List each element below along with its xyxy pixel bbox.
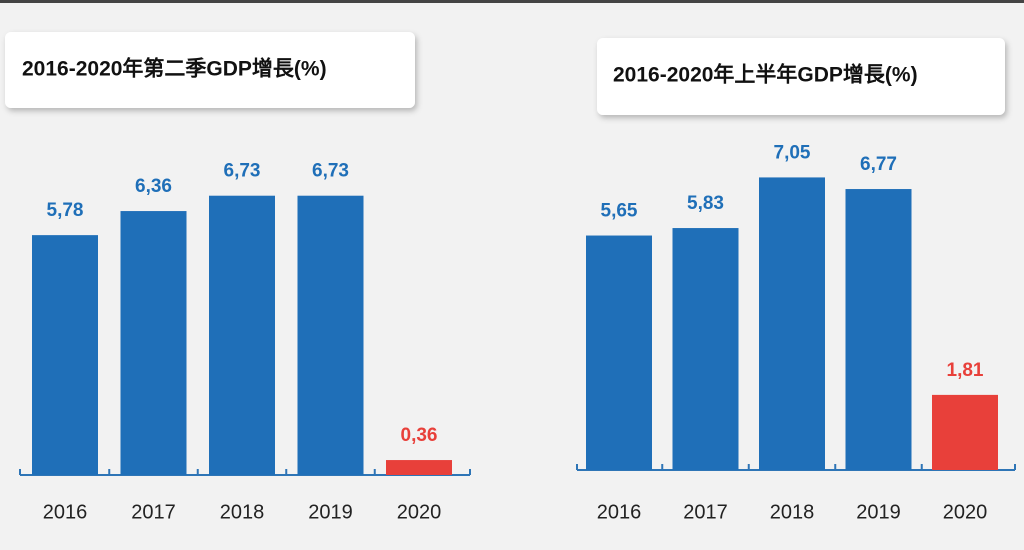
value-label: 5,65 xyxy=(601,201,638,222)
value-label: 6,73 xyxy=(312,161,349,182)
bar xyxy=(586,235,652,470)
bar xyxy=(209,195,275,475)
x-tick-label: 2020 xyxy=(397,501,442,523)
top-border xyxy=(0,0,1024,3)
title-box xyxy=(5,32,415,108)
x-tick-label: 2019 xyxy=(856,501,901,523)
bar xyxy=(845,189,912,471)
bar xyxy=(386,460,452,475)
value-label: 0,36 xyxy=(401,425,438,446)
value-label: 1,81 xyxy=(947,360,984,381)
value-label: 6,77 xyxy=(860,154,897,175)
bar xyxy=(932,394,998,470)
x-tick-label: 2020 xyxy=(943,501,988,523)
value-label: 6,36 xyxy=(135,176,172,197)
chart-title: 2016-2020年上半年GDP增長(%) xyxy=(613,63,918,87)
value-label: 5,83 xyxy=(687,193,724,214)
x-tick-label: 2018 xyxy=(770,501,815,523)
bar xyxy=(120,211,187,475)
title-box xyxy=(597,38,1005,115)
x-tick-label: 2016 xyxy=(597,501,642,523)
bar xyxy=(297,195,364,475)
x-tick-label: 2017 xyxy=(131,501,176,523)
value-label: 6,73 xyxy=(224,161,261,182)
chart-title: 2016-2020年第二季GDP增長(%) xyxy=(22,57,327,81)
value-label: 5,78 xyxy=(47,200,84,221)
value-label: 7,05 xyxy=(774,142,811,163)
x-tick-label: 2017 xyxy=(683,501,728,523)
x-tick-label: 2019 xyxy=(308,501,353,523)
bar xyxy=(32,235,98,475)
x-tick-label: 2016 xyxy=(43,501,88,523)
x-tick-label: 2018 xyxy=(220,501,265,523)
bar xyxy=(759,177,825,471)
bar xyxy=(672,228,739,470)
